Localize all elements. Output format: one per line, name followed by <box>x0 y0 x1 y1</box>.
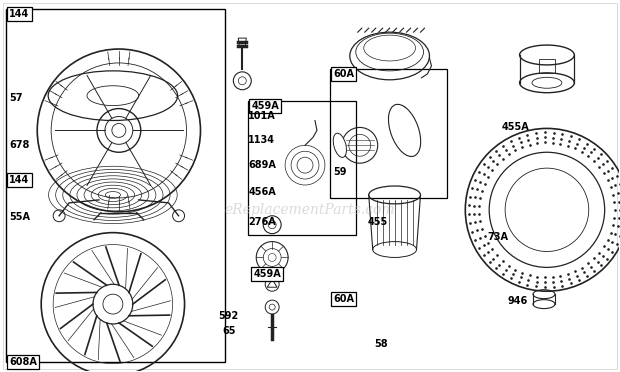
Text: 1134: 1134 <box>248 135 275 145</box>
Bar <box>539 59 555 73</box>
Text: 455A: 455A <box>501 122 529 132</box>
Text: eReplacementParts.com: eReplacementParts.com <box>224 203 396 217</box>
Text: 60A: 60A <box>333 294 354 304</box>
Text: 689A: 689A <box>248 160 276 170</box>
Text: 592: 592 <box>218 311 239 321</box>
Text: 455: 455 <box>368 217 388 227</box>
Circle shape <box>103 294 123 314</box>
Text: 65: 65 <box>223 326 236 336</box>
Text: 456A: 456A <box>248 187 276 197</box>
Polygon shape <box>267 279 277 287</box>
Text: 73A: 73A <box>487 232 508 241</box>
Text: 459A: 459A <box>251 101 279 110</box>
Text: 57: 57 <box>9 93 23 103</box>
Ellipse shape <box>334 133 347 157</box>
Text: 59: 59 <box>333 167 347 177</box>
Text: 58: 58 <box>374 339 388 349</box>
Bar <box>6 9 226 362</box>
Circle shape <box>394 106 407 119</box>
Bar <box>330 69 448 198</box>
Text: 678: 678 <box>9 140 30 150</box>
Text: 459A: 459A <box>253 269 281 279</box>
Circle shape <box>112 124 126 137</box>
Text: 144: 144 <box>9 9 30 19</box>
Text: 608A: 608A <box>9 357 37 367</box>
Text: 60A: 60A <box>333 69 354 79</box>
Ellipse shape <box>389 104 421 157</box>
Text: 55A: 55A <box>9 212 30 222</box>
Bar <box>248 101 356 235</box>
Text: 144: 144 <box>9 175 30 185</box>
Text: 946: 946 <box>507 296 528 306</box>
Text: 276A: 276A <box>248 217 276 227</box>
Text: 101A: 101A <box>248 110 276 121</box>
